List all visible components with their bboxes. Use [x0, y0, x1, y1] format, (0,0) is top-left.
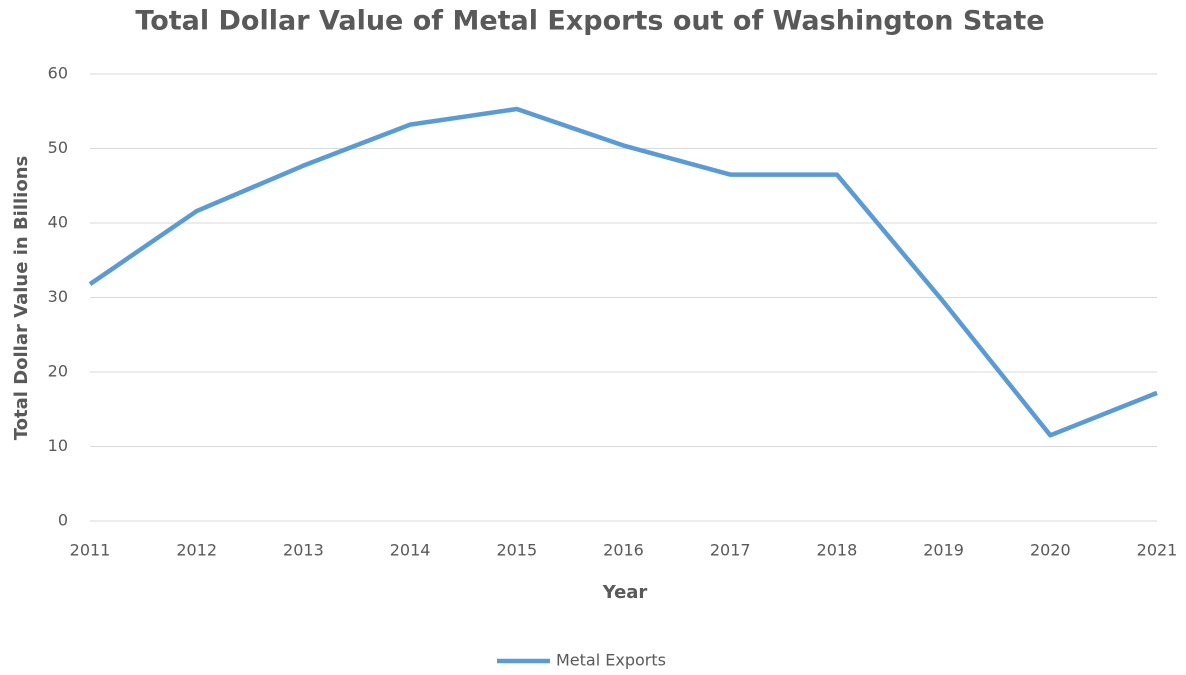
legend-label: Metal Exports — [556, 651, 666, 670]
x-tick-label: 2017 — [710, 541, 751, 560]
x-tick-label: 2016 — [603, 541, 644, 560]
x-tick-label: 2019 — [923, 541, 964, 560]
y-axis-title: Total Dollar Value in Billions — [11, 156, 32, 440]
y-tick-label: 50 — [48, 138, 68, 157]
x-tick-label: 2014 — [390, 541, 431, 560]
x-tick-label: 2013 — [283, 541, 324, 560]
y-tick-label: 30 — [48, 287, 68, 306]
x-tick-label: 2011 — [70, 541, 111, 560]
y-tick-label: 10 — [48, 436, 68, 455]
x-axis-title: Year — [602, 582, 648, 603]
x-tick-label: 2018 — [817, 541, 858, 560]
x-tick-label: 2012 — [176, 541, 217, 560]
x-tick-label: 2015 — [496, 541, 537, 560]
y-tick-label: 20 — [48, 362, 68, 381]
y-tick-label: 60 — [48, 64, 68, 83]
chart-title: Total Dollar Value of Metal Exports out … — [135, 6, 1044, 37]
y-tick-label: 0 — [58, 511, 68, 530]
x-tick-label: 2021 — [1137, 541, 1178, 560]
data-line — [88, 106, 1158, 438]
y-tick-label: 40 — [48, 213, 68, 232]
x-tick-label: 2020 — [1030, 541, 1071, 560]
